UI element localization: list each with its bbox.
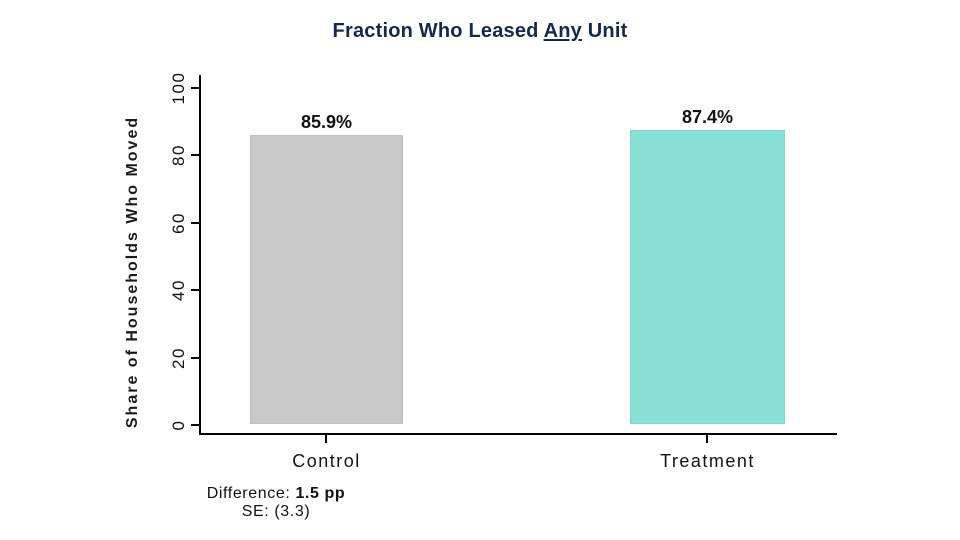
bar-treatment [630, 130, 785, 424]
chart-title-prefix: Fraction Who Leased [332, 20, 544, 42]
bar-control-value-label: 85.9% [300, 112, 353, 133]
bar-treatment-value-label: 87.4% [681, 107, 734, 128]
x-category-label-treatment: Treatment [660, 451, 755, 471]
x-tick-treatment [706, 435, 708, 443]
chart-title-suffix: Unit [582, 20, 628, 42]
y-tick-label: 0 [169, 419, 188, 431]
y-tick-mark [191, 221, 199, 224]
x-axis-line [199, 433, 837, 435]
difference-annotation: Difference: 1.5 pp SE: (3.3) [166, 485, 386, 521]
chart-title-underlined-word: Any [543, 20, 582, 42]
y-tick-mark [191, 154, 199, 156]
y-tick-mark [191, 86, 199, 89]
y-axis-title: Share of Households Who Moved [124, 115, 141, 429]
y-tick-label: 20 [169, 346, 188, 369]
y-tick-label: 100 [169, 71, 188, 104]
difference-value: 1.5 pp [295, 485, 346, 502]
difference-line: Difference: 1.5 pp [166, 485, 386, 503]
y-tick-label: 40 [169, 279, 188, 301]
x-tick-control [325, 435, 327, 443]
se-label: SE: [241, 503, 270, 520]
bar-control [250, 135, 403, 424]
y-axis-line [199, 75, 201, 435]
se-line: SE: (3.3) [166, 503, 386, 521]
chart-title: Fraction Who Leased Any Unit [0, 20, 960, 43]
se-value: (3.3) [274, 503, 311, 520]
y-tick-mark [191, 424, 199, 426]
y-tick-mark [191, 289, 199, 291]
x-category-label-control: Control [292, 451, 361, 471]
y-tick-label: 80 [169, 144, 188, 166]
y-tick-label: 60 [169, 211, 188, 234]
difference-label: Difference: [206, 485, 291, 502]
y-tick-mark [191, 356, 199, 359]
